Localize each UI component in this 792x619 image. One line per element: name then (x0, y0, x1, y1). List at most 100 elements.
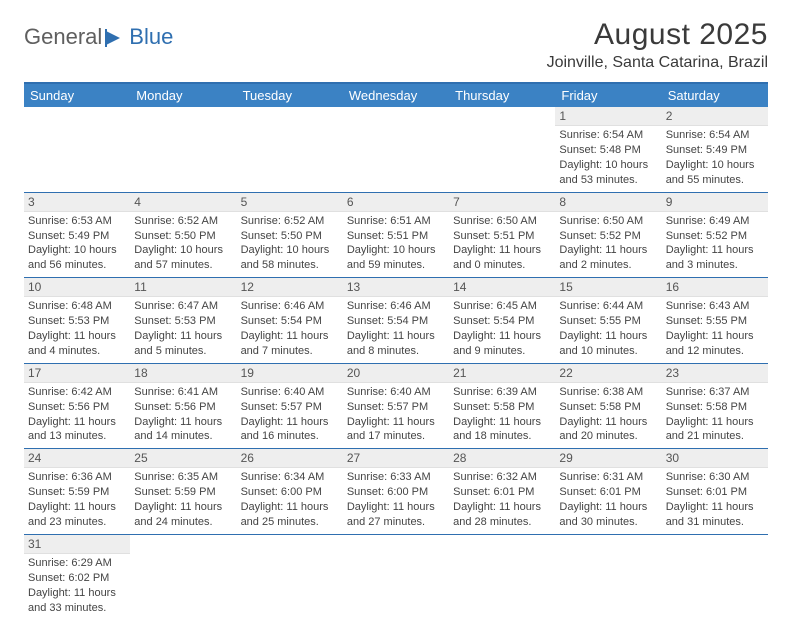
sunset-line: Sunset: 5:58 PM (453, 400, 551, 415)
daylight-line: Daylight: 10 hours and 58 minutes. (241, 243, 339, 273)
day-details: Sunrise: 6:41 AMSunset: 5:56 PMDaylight:… (130, 383, 236, 448)
calendar-cell (24, 107, 130, 192)
calendar-cell: 24Sunrise: 6:36 AMSunset: 5:59 PMDayligh… (24, 449, 130, 535)
day-details: Sunrise: 6:33 AMSunset: 6:00 PMDaylight:… (343, 468, 449, 533)
day-number: 18 (130, 364, 236, 383)
daylight-line: Daylight: 11 hours and 8 minutes. (347, 329, 445, 359)
sunset-line: Sunset: 5:57 PM (347, 400, 445, 415)
sunrise-line: Sunrise: 6:40 AM (347, 385, 445, 400)
calendar-cell (237, 107, 343, 192)
calendar-cell: 14Sunrise: 6:45 AMSunset: 5:54 PMDayligh… (449, 278, 555, 364)
sunset-line: Sunset: 5:55 PM (666, 314, 764, 329)
sunrise-line: Sunrise: 6:29 AM (28, 556, 126, 571)
calendar-cell: 2Sunrise: 6:54 AMSunset: 5:49 PMDaylight… (662, 107, 768, 192)
daylight-line: Daylight: 10 hours and 56 minutes. (28, 243, 126, 273)
calendar-body: 1Sunrise: 6:54 AMSunset: 5:48 PMDaylight… (24, 107, 768, 619)
calendar-cell: 20Sunrise: 6:40 AMSunset: 5:57 PMDayligh… (343, 363, 449, 449)
sunrise-line: Sunrise: 6:52 AM (134, 214, 232, 229)
sunset-line: Sunset: 6:02 PM (28, 571, 126, 586)
day-number: 1 (555, 107, 661, 126)
day-details: Sunrise: 6:48 AMSunset: 5:53 PMDaylight:… (24, 297, 130, 362)
sunrise-line: Sunrise: 6:44 AM (559, 299, 657, 314)
day-details: Sunrise: 6:53 AMSunset: 5:49 PMDaylight:… (24, 212, 130, 277)
sunset-line: Sunset: 5:52 PM (559, 229, 657, 244)
calendar-cell (449, 107, 555, 192)
calendar-cell (130, 534, 236, 619)
day-details: Sunrise: 6:38 AMSunset: 5:58 PMDaylight:… (555, 383, 661, 448)
calendar-cell: 10Sunrise: 6:48 AMSunset: 5:53 PMDayligh… (24, 278, 130, 364)
weekday-header: Wednesday (343, 83, 449, 107)
sunrise-line: Sunrise: 6:34 AM (241, 470, 339, 485)
day-details: Sunrise: 6:50 AMSunset: 5:51 PMDaylight:… (449, 212, 555, 277)
sunset-line: Sunset: 5:54 PM (453, 314, 551, 329)
sunset-line: Sunset: 5:56 PM (134, 400, 232, 415)
calendar-row: 3Sunrise: 6:53 AMSunset: 5:49 PMDaylight… (24, 192, 768, 278)
weekday-header: Friday (555, 83, 661, 107)
daylight-line: Daylight: 10 hours and 59 minutes. (347, 243, 445, 273)
day-number: 12 (237, 278, 343, 297)
sunset-line: Sunset: 5:49 PM (28, 229, 126, 244)
day-details: Sunrise: 6:43 AMSunset: 5:55 PMDaylight:… (662, 297, 768, 362)
logo-flag-icon (105, 29, 127, 47)
sunset-line: Sunset: 5:54 PM (347, 314, 445, 329)
day-number: 31 (24, 535, 130, 554)
calendar-cell (130, 107, 236, 192)
weekday-header-row: SundayMondayTuesdayWednesdayThursdayFrid… (24, 83, 768, 107)
calendar-cell (662, 534, 768, 619)
weekday-header: Tuesday (237, 83, 343, 107)
day-number: 9 (662, 193, 768, 212)
day-number: 5 (237, 193, 343, 212)
daylight-line: Daylight: 11 hours and 7 minutes. (241, 329, 339, 359)
calendar-cell: 31Sunrise: 6:29 AMSunset: 6:02 PMDayligh… (24, 534, 130, 619)
daylight-line: Daylight: 11 hours and 9 minutes. (453, 329, 551, 359)
day-number: 8 (555, 193, 661, 212)
daylight-line: Daylight: 11 hours and 23 minutes. (28, 500, 126, 530)
daylight-line: Daylight: 11 hours and 31 minutes. (666, 500, 764, 530)
day-number: 29 (555, 449, 661, 468)
daylight-line: Daylight: 11 hours and 12 minutes. (666, 329, 764, 359)
logo-text-1: General (24, 24, 102, 50)
daylight-line: Daylight: 11 hours and 17 minutes. (347, 415, 445, 445)
calendar-cell (343, 534, 449, 619)
day-details: Sunrise: 6:37 AMSunset: 5:58 PMDaylight:… (662, 383, 768, 448)
sunset-line: Sunset: 5:59 PM (134, 485, 232, 500)
day-number: 6 (343, 193, 449, 212)
sunset-line: Sunset: 5:58 PM (559, 400, 657, 415)
day-number: 21 (449, 364, 555, 383)
day-number: 24 (24, 449, 130, 468)
day-details: Sunrise: 6:52 AMSunset: 5:50 PMDaylight:… (237, 212, 343, 277)
calendar-cell: 1Sunrise: 6:54 AMSunset: 5:48 PMDaylight… (555, 107, 661, 192)
sunset-line: Sunset: 5:52 PM (666, 229, 764, 244)
day-details: Sunrise: 6:35 AMSunset: 5:59 PMDaylight:… (130, 468, 236, 533)
sunrise-line: Sunrise: 6:48 AM (28, 299, 126, 314)
day-details: Sunrise: 6:46 AMSunset: 5:54 PMDaylight:… (343, 297, 449, 362)
day-number: 19 (237, 364, 343, 383)
daylight-line: Daylight: 11 hours and 27 minutes. (347, 500, 445, 530)
day-number: 10 (24, 278, 130, 297)
sunrise-line: Sunrise: 6:35 AM (134, 470, 232, 485)
day-number: 14 (449, 278, 555, 297)
sunrise-line: Sunrise: 6:53 AM (28, 214, 126, 229)
daylight-line: Daylight: 10 hours and 55 minutes. (666, 158, 764, 188)
day-details: Sunrise: 6:34 AMSunset: 6:00 PMDaylight:… (237, 468, 343, 533)
calendar-cell: 5Sunrise: 6:52 AMSunset: 5:50 PMDaylight… (237, 192, 343, 278)
day-details: Sunrise: 6:44 AMSunset: 5:55 PMDaylight:… (555, 297, 661, 362)
page-title: August 2025 (547, 18, 768, 52)
day-details: Sunrise: 6:36 AMSunset: 5:59 PMDaylight:… (24, 468, 130, 533)
sunrise-line: Sunrise: 6:54 AM (666, 128, 764, 143)
sunrise-line: Sunrise: 6:46 AM (241, 299, 339, 314)
calendar-cell: 15Sunrise: 6:44 AMSunset: 5:55 PMDayligh… (555, 278, 661, 364)
sunset-line: Sunset: 6:01 PM (559, 485, 657, 500)
calendar-cell: 22Sunrise: 6:38 AMSunset: 5:58 PMDayligh… (555, 363, 661, 449)
sunset-line: Sunset: 5:49 PM (666, 143, 764, 158)
calendar-cell: 8Sunrise: 6:50 AMSunset: 5:52 PMDaylight… (555, 192, 661, 278)
calendar-row: 10Sunrise: 6:48 AMSunset: 5:53 PMDayligh… (24, 278, 768, 364)
sunset-line: Sunset: 6:00 PM (347, 485, 445, 500)
day-details: Sunrise: 6:39 AMSunset: 5:58 PMDaylight:… (449, 383, 555, 448)
day-details: Sunrise: 6:32 AMSunset: 6:01 PMDaylight:… (449, 468, 555, 533)
sunrise-line: Sunrise: 6:42 AM (28, 385, 126, 400)
daylight-line: Daylight: 11 hours and 3 minutes. (666, 243, 764, 273)
sunrise-line: Sunrise: 6:33 AM (347, 470, 445, 485)
day-number: 22 (555, 364, 661, 383)
sunrise-line: Sunrise: 6:49 AM (666, 214, 764, 229)
